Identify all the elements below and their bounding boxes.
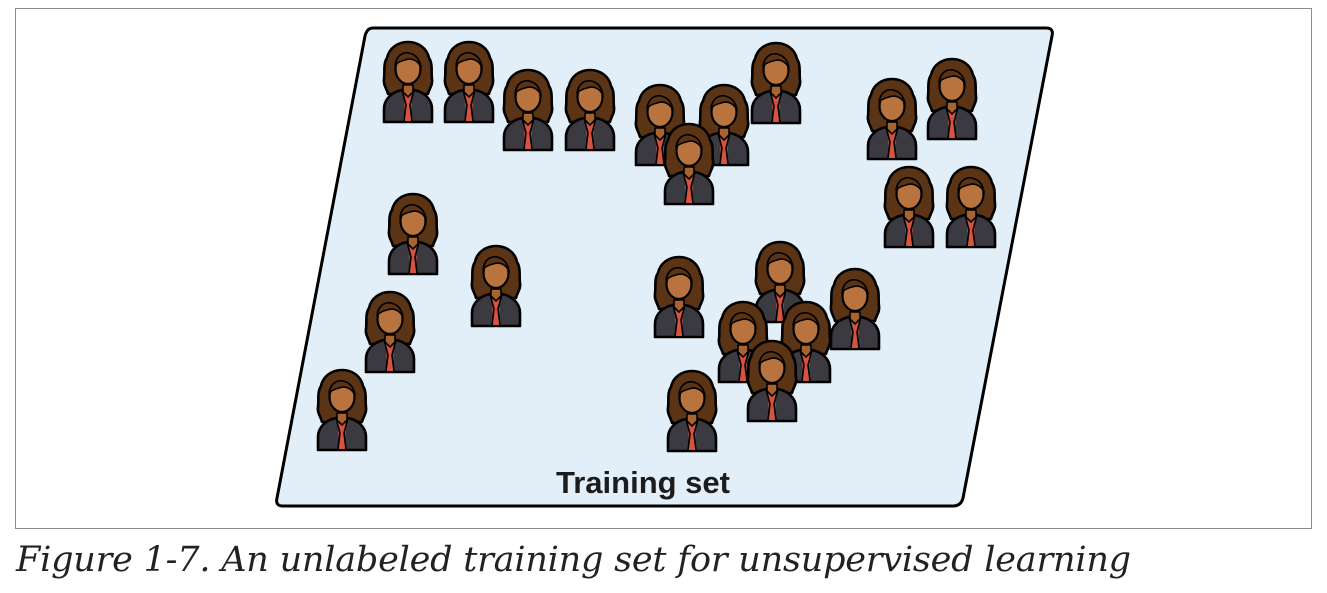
person-icon: [443, 40, 495, 124]
person-icon: [945, 165, 997, 249]
figure-caption: Figure 1-7. An unlabeled training set fo…: [16, 540, 1131, 580]
caption-text: An unlabeled training set for unsupervis…: [221, 540, 1131, 580]
person-icon: [653, 255, 705, 339]
person-icon: [387, 192, 439, 276]
caption-label: Figure 1-7.: [16, 540, 211, 580]
person-icon: [666, 369, 718, 453]
person-icon: [564, 68, 616, 152]
person-icon: [502, 68, 554, 152]
person-icon: [750, 41, 802, 125]
person-icon: [663, 122, 715, 206]
person-icon: [382, 40, 434, 124]
person-icon: [316, 368, 368, 452]
person-icon: [866, 77, 918, 161]
person-icon: [829, 267, 881, 351]
person-icon: [364, 290, 416, 374]
person-icon: [470, 244, 522, 328]
person-icon: [883, 165, 935, 249]
training-set-label: Training set: [556, 465, 730, 500]
person-icon: [926, 57, 978, 141]
person-icon: [746, 339, 798, 423]
